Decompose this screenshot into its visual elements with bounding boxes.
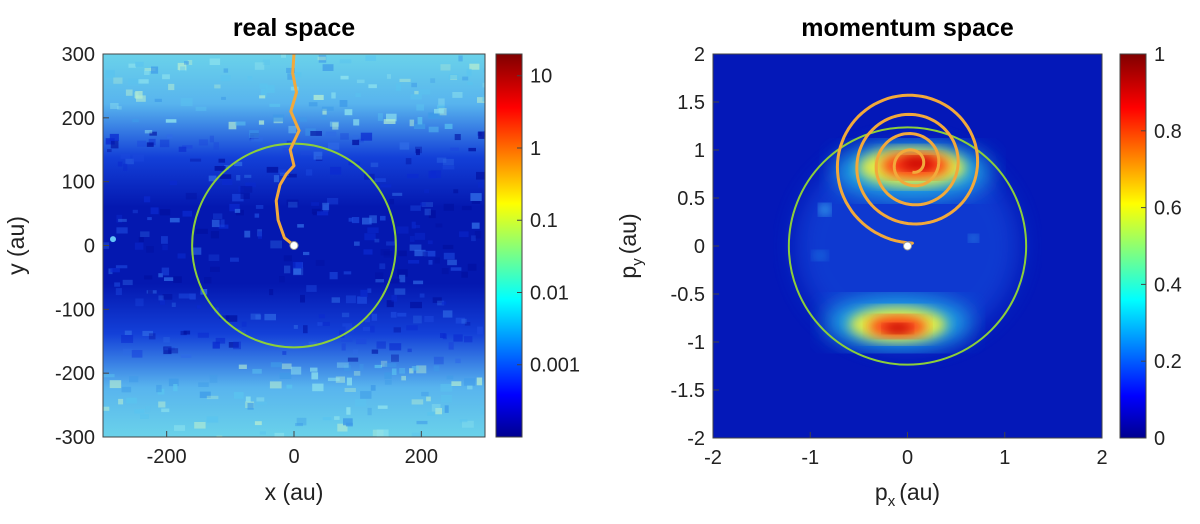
real-space-colorbar-ticks: 10 1 0.1 0.01 0.001 (517, 66, 580, 377)
momentum-space-x-ticks: -2 -1 0 1 2 (704, 432, 1108, 469)
momentum-space-y-tick-label: 1.5 (677, 92, 705, 114)
momentum-space-y-tick-label: 2 (694, 44, 705, 66)
momentum-space-y-tick-label: 1 (694, 140, 705, 162)
real-space-colorbar-tick-label: 10 (530, 66, 552, 88)
momentum-space-x-tick-label: 1 (999, 447, 1010, 469)
momentum-space-x-tick-label: -1 (801, 447, 819, 469)
real-space-title: real space (233, 14, 355, 42)
momentum-space-y-tick-label: -1.5 (671, 380, 705, 402)
momentum-space-y-tick-label: -0.5 (671, 284, 705, 306)
momentum-space-colorbar-ticks: 1 0.8 0.6 0.4 0.2 0 (1141, 44, 1182, 450)
momentum-space-y-tick-label: -2 (687, 428, 705, 450)
momentum-space-y-tick-label: 0.5 (677, 188, 705, 210)
real-space-colorbar-tick-label: 0.001 (530, 355, 580, 377)
real-space-colorbar-tick-label: 1 (530, 138, 541, 160)
real-space-y-tick-label: 0 (84, 236, 95, 258)
momentum-space-y-tick-label: -1 (687, 332, 705, 354)
real-space-x-label: x (au) (265, 479, 324, 505)
momentum-space-colorbar-tick-label: 0.6 (1154, 198, 1182, 220)
real-space-y-tick-label: -300 (55, 427, 95, 449)
momentum-space-origin-marker (903, 241, 912, 251)
real-space-y-tick-label: 300 (62, 44, 95, 66)
real-space-y-tick-label: 100 (62, 172, 95, 194)
momentum-space-y-tick-label: 0 (694, 236, 705, 258)
real-space-x-tick-label: 200 (405, 446, 438, 468)
momentum-space-colorbar-tick-label: 0 (1154, 428, 1165, 450)
real-space-trajectory (274, 54, 301, 247)
momentum-space-circle (787, 126, 1028, 366)
momentum-space-y-label: py(au) (615, 213, 646, 278)
momentum-space-colorbar-tick-label: 0.8 (1154, 121, 1182, 143)
momentum-space-x-label: px (au) (875, 479, 940, 510)
real-space-colorbar-tick-label: 0.01 (530, 282, 569, 304)
real-space-panel: real space -200 0 200 300 200 100 0 -100 -200 -3… (3, 14, 580, 505)
real-space-origin-marker (289, 241, 299, 250)
real-space-x-ticks: -200 0 200 (147, 431, 438, 468)
real-space-y-ticks: 300 200 100 0 -100 -200 -300 (55, 44, 109, 449)
real-space-y-tick-label: -200 (55, 363, 95, 385)
momentum-space-colorbar-tick-label: 1 (1154, 44, 1165, 66)
momentum-space-heatmap (713, 54, 1102, 438)
real-space-y-label: y (au) (3, 216, 29, 275)
momentum-space-x-tick-label: -2 (704, 447, 722, 469)
real-space-colorbar (495, 53, 523, 438)
momentum-space-colorbar-tick-label: 0.4 (1154, 274, 1182, 296)
momentum-space-colorbar-tick-label: 0.2 (1154, 351, 1182, 373)
momentum-space-x-tick-label: 2 (1096, 447, 1107, 469)
momentum-space-colorbar (1119, 53, 1147, 439)
real-space-colorbar-tick-label: 0.1 (530, 210, 558, 232)
momentum-space-y-ticks: 2 1.5 1 0.5 0 -0.5 -1 -1.5 -2 (671, 44, 719, 450)
momentum-space-trajectory (835, 93, 980, 248)
momentum-space-title: momentum space (801, 14, 1014, 42)
real-space-y-tick-label: -100 (55, 299, 95, 321)
momentum-space-x-tick-label: 0 (902, 447, 913, 469)
real-space-x-tick-label: 0 (288, 446, 299, 468)
momentum-space-panel: momentum space -2 -1 0 1 2 2 1.5 1 0.5 0 -0.5 -1 -1… (615, 14, 1182, 510)
real-space-heatmap (103, 54, 485, 437)
real-space-y-tick-label: 200 (62, 108, 95, 130)
real-space-x-tick-label: -200 (147, 446, 187, 468)
